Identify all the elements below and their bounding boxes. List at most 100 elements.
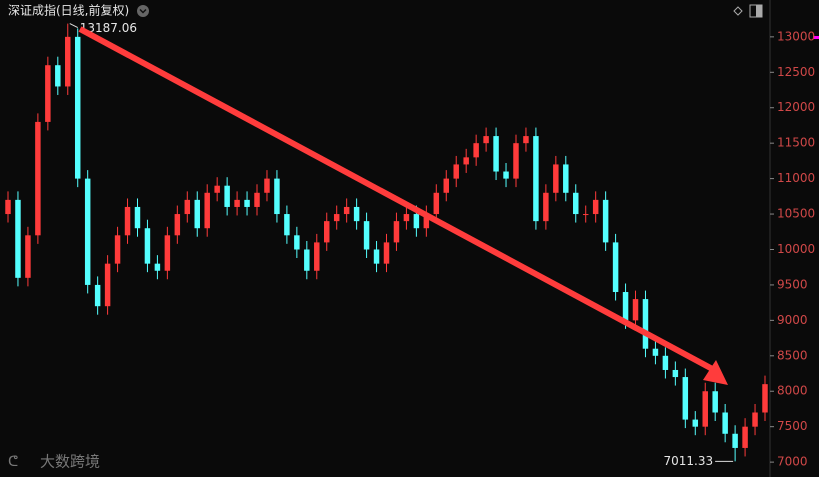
candle-body	[513, 143, 519, 179]
watermark: 大数跨境	[40, 453, 100, 471]
candle-body	[533, 136, 539, 222]
candle-body	[762, 384, 768, 413]
trend-arrow	[78, 26, 720, 375]
y-tick-label: 7500	[777, 419, 808, 433]
y-tick-label: 11500	[777, 136, 815, 150]
candle-body	[573, 192, 579, 215]
marker	[813, 36, 819, 39]
annotation-pointer	[69, 23, 78, 29]
candle-body	[114, 235, 121, 264]
toolbar-icon	[756, 5, 762, 17]
candle-body	[433, 192, 440, 215]
candle-body	[563, 164, 569, 193]
candle-body	[662, 355, 669, 370]
candle-body	[164, 235, 171, 271]
candle-body	[124, 206, 131, 236]
candle-body	[363, 221, 370, 250]
candle-body	[523, 136, 529, 144]
candle-body	[333, 214, 340, 222]
candle-body	[752, 412, 758, 427]
candle-body	[423, 214, 430, 229]
y-tick-label: 11000	[777, 171, 815, 185]
chart-title: 深证成指(日线,前复权)	[8, 3, 129, 18]
candle-body	[592, 199, 599, 215]
candle-body	[692, 419, 699, 427]
candle-body	[612, 242, 619, 293]
candle-body	[144, 228, 151, 264]
y-tick-label: 7000	[777, 455, 808, 469]
y-tick-label: 9000	[777, 313, 808, 327]
toolbar-icon[interactable]	[733, 6, 743, 16]
candle-body	[393, 221, 400, 243]
y-tick-label: 10000	[777, 242, 815, 256]
y-tick-label: 8000	[777, 384, 808, 398]
candle-body	[314, 242, 320, 271]
candle-body	[443, 178, 450, 193]
candle-body	[712, 391, 718, 413]
candle-body	[323, 221, 330, 243]
candle-body	[294, 235, 300, 250]
candle-body	[234, 199, 240, 207]
candle-body	[632, 299, 639, 321]
candle-body	[543, 192, 549, 222]
candle-body	[483, 136, 489, 144]
candle-body	[174, 214, 181, 236]
candle-body	[702, 391, 708, 427]
candle-body	[304, 249, 310, 271]
candle-body	[264, 178, 270, 193]
candle-body	[254, 192, 260, 207]
candle-body	[403, 214, 410, 222]
candle-body	[244, 199, 250, 207]
candle-body	[453, 164, 459, 179]
candle-body	[622, 292, 629, 321]
candle-body	[582, 214, 589, 216]
max-label: 13187.06	[80, 21, 137, 35]
candle-body	[682, 377, 689, 420]
y-tick-label: 8500	[777, 348, 808, 362]
y-tick-label: 13000	[777, 29, 815, 43]
candle-body	[25, 235, 31, 278]
candle-body	[194, 199, 200, 229]
candle-body	[65, 36, 71, 87]
candle-body	[493, 136, 499, 172]
candle-body	[224, 185, 230, 207]
candle-body	[104, 263, 111, 307]
candle-body	[473, 143, 479, 158]
candle-body	[722, 412, 728, 434]
candle-body	[602, 199, 609, 243]
dropdown-button[interactable]	[137, 5, 149, 17]
candle-body	[672, 369, 679, 378]
candle-body	[503, 171, 509, 179]
candle-body	[353, 206, 360, 222]
candle-body	[553, 164, 559, 193]
trend-arrow-head	[703, 360, 728, 385]
candle-body	[373, 249, 380, 264]
candle-body	[652, 348, 659, 356]
dropdown-icon	[139, 8, 147, 14]
candle-body	[742, 426, 748, 448]
candle-body	[74, 36, 81, 179]
candle-body	[134, 206, 141, 229]
y-tick-label: 10500	[777, 207, 815, 221]
candle-body	[204, 192, 210, 229]
candle-body	[184, 199, 191, 215]
candle-body	[463, 157, 469, 165]
watermark-logo: ᕦ	[8, 454, 18, 470]
candle-body	[45, 65, 51, 122]
candle-body	[15, 199, 21, 278]
y-tick-label: 9500	[777, 277, 808, 291]
candle-body	[343, 206, 350, 215]
candle-body	[413, 214, 420, 229]
candle-body	[154, 263, 161, 271]
y-tick-label: 12000	[777, 100, 815, 114]
candle-body	[35, 121, 41, 236]
candle-body	[94, 284, 101, 307]
candle-body	[383, 242, 390, 264]
candle-body	[274, 178, 280, 215]
candle-body	[84, 178, 91, 285]
candle-body	[214, 185, 220, 193]
candle-body	[284, 214, 290, 236]
min-label: 7011.33	[663, 454, 713, 468]
y-tick-label: 12500	[777, 65, 815, 79]
